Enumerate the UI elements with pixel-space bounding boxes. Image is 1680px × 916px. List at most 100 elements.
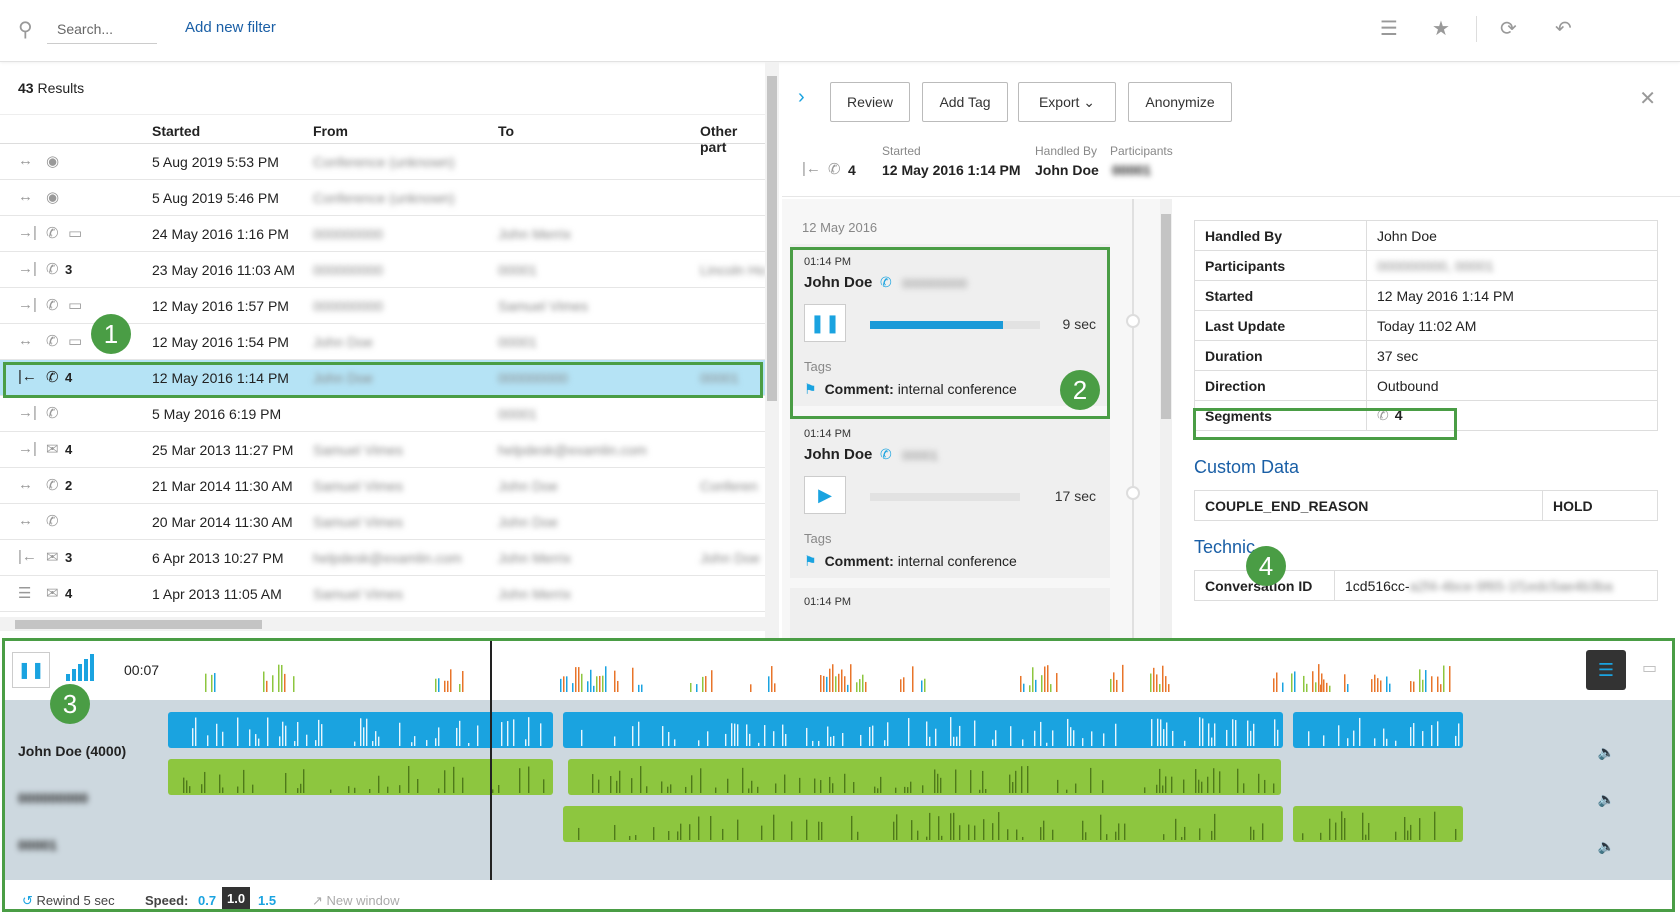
speaker-icon[interactable]: 🔈 [1597, 791, 1615, 807]
track-segment[interactable] [563, 712, 1283, 748]
table-row[interactable]: →| ✆ 3 23 May 2016 11:03 AM 000000000 00001 Li… [0, 252, 766, 288]
track-segment[interactable] [1293, 712, 1463, 748]
waveform-spike [492, 789, 494, 793]
timeline-view-button[interactable]: ☰ [1586, 650, 1626, 690]
segment-duration: 17 sec [1054, 488, 1096, 504]
waveform-spike [189, 786, 191, 793]
table-row[interactable]: →| ✆ ▭ 24 May 2016 1:16 PM 000000000 John Mer… [0, 216, 765, 252]
track-segment[interactable] [168, 759, 553, 795]
waveform-spike [560, 678, 562, 692]
segment-card[interactable]: 01:14 PM John Doe ✆ 000000000 ❚❚ 9 sec T… [790, 244, 1110, 406]
marker-1: 1 [91, 314, 131, 354]
undo-icon[interactable]: ↶ [1555, 18, 1572, 40]
table-row[interactable]: ↔ ✆ ▭ 12 May 2016 1:54 PM John Doe 00001 [0, 324, 765, 360]
waveform-spike [477, 725, 479, 746]
to-cell: John Merrix [498, 226, 572, 242]
new-window-button[interactable]: ↗ New window [312, 893, 400, 908]
to-cell: 000000000 [498, 370, 569, 386]
waveform-spike [1253, 723, 1255, 746]
pause-button[interactable]: ❚❚ [12, 652, 50, 688]
waveform-spike [222, 731, 224, 746]
speaker-icon[interactable]: 🔈 [1597, 838, 1615, 854]
waveform-spike [453, 766, 455, 793]
waveform-spike [1294, 671, 1296, 692]
speed-1-0[interactable]: 1.0 [222, 887, 251, 910]
waveform-spike [1431, 676, 1433, 692]
waveform-spike [610, 776, 612, 793]
screen-icon[interactable]: ▭ [1642, 660, 1658, 677]
waveform-spike [1455, 828, 1457, 840]
waveform-spike [911, 820, 913, 840]
waveform-spike [850, 664, 852, 692]
column-other[interactable]: Other part [700, 123, 738, 155]
waveform-spike [1371, 679, 1373, 692]
waveform-spike [872, 725, 874, 746]
playhead[interactable] [490, 640, 492, 880]
search-input[interactable] [47, 14, 157, 44]
collapse-chevron-icon[interactable]: › [798, 86, 805, 108]
speaker-icon[interactable]: 🔈 [1597, 744, 1615, 760]
close-icon[interactable]: ✕ [1639, 88, 1656, 110]
pause-button[interactable]: ❚❚ [804, 304, 846, 342]
segment-card[interactable]: 01:14 PM [790, 588, 1110, 642]
segment-progress[interactable] [870, 321, 1040, 329]
segment-card[interactable]: 01:14 PM John Doe ✆ 00001 ▶ 17 sec Tags … [790, 416, 1110, 578]
waveform-spike [1291, 673, 1293, 692]
volume-bars-icon[interactable] [64, 654, 98, 682]
star-icon[interactable]: ★ [1432, 18, 1450, 40]
refresh-icon[interactable]: ⟳ [1500, 18, 1517, 40]
export-button[interactable]: Export ⌄ [1018, 82, 1116, 122]
segment-name: John Doe [804, 274, 873, 291]
track-segment[interactable] [568, 759, 1281, 795]
table-row[interactable]: ☰ ✉ 4 1 Apr 2013 11:05 AM Samuel Vimes John M… [0, 576, 765, 612]
table-row[interactable]: |← ✉ 3 6 Apr 2013 10:27 PM helpdesk@examlin.… [0, 540, 765, 576]
add-tag-button[interactable]: Add Tag [922, 82, 1008, 122]
waveform-spike [1219, 771, 1221, 793]
segment-progress[interactable] [870, 493, 1020, 501]
table-row[interactable]: ↔ ✆ 20 Mar 2014 11:30 AM Samuel Vimes John D… [0, 504, 765, 540]
waveform-spike [1172, 730, 1174, 746]
play-button[interactable]: ▶ [804, 476, 846, 514]
add-filter-link[interactable]: Add new filter [185, 19, 276, 36]
table-row[interactable]: →| ✆ ▭ 12 May 2016 1:57 PM 000000000 Samuel V… [0, 288, 765, 324]
segments-scrollbar[interactable] [1160, 199, 1172, 642]
marker-4: 4 [1246, 546, 1286, 586]
table-row[interactable]: →| ✉ 4 25 Mar 2013 11:27 PM Samuel Vimes help… [0, 432, 765, 468]
waveform-spike [1047, 665, 1049, 692]
direction-icon: ↔ [18, 152, 33, 169]
table-row[interactable]: ↔ ✆ 2 21 Mar 2014 11:30 AM Samuel Vimes John … [0, 468, 765, 504]
horizontal-scrollbar[interactable] [0, 617, 765, 631]
marker-3: 3 [50, 684, 90, 724]
property-key: Started [1194, 280, 1367, 311]
waveform-spike [985, 789, 987, 793]
waveform-overview[interactable] [170, 644, 1560, 700]
track-segment[interactable] [563, 806, 1283, 842]
table-row[interactable]: ↔ ◉ 5 Aug 2019 5:46 PM Conference (unknown) [0, 180, 765, 216]
vertical-scrollbar[interactable] [765, 62, 779, 642]
track-segment[interactable] [168, 712, 553, 748]
column-started[interactable]: Started [152, 123, 201, 139]
column-to[interactable]: To [498, 123, 515, 139]
waveform-spike [1022, 836, 1024, 840]
anonymize-button[interactable]: Anonymize [1128, 82, 1232, 122]
waveform-spike [638, 721, 640, 746]
rewind-button[interactable]: ↺ Rewind 5 sec [22, 893, 115, 908]
filter-icon[interactable]: ☰ [1380, 18, 1398, 40]
speed-0-7[interactable]: 0.7 [198, 893, 217, 908]
waveform-spike [979, 789, 981, 793]
review-button[interactable]: Review [830, 82, 910, 122]
waveform-spike [278, 664, 280, 692]
waveform-spike [1040, 721, 1042, 746]
speed-1-5[interactable]: 1.5 [258, 893, 277, 908]
column-from[interactable]: From [313, 123, 348, 139]
waveform-spike [204, 771, 206, 793]
waveform-spike [982, 770, 984, 793]
table-row[interactable]: →| ✆ 5 May 2016 6:19 PM 00001 [0, 396, 765, 432]
to-cell: 00001 [498, 406, 537, 422]
waveform-spike [354, 787, 356, 793]
waveform-spike [1100, 814, 1102, 840]
waveform-spike [1082, 820, 1084, 840]
waveform-spike [1329, 818, 1331, 840]
table-row[interactable]: ↔ ◉ 5 Aug 2019 5:53 PM Conference (unknown) [0, 144, 765, 180]
track-segment[interactable] [1293, 806, 1463, 842]
